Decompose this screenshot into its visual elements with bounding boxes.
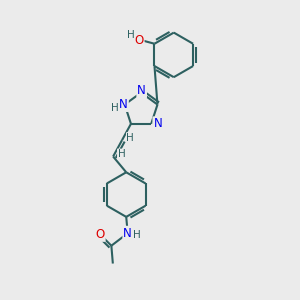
Text: H: H — [127, 133, 134, 143]
Text: N: N — [137, 84, 146, 98]
Text: H: H — [111, 103, 119, 113]
Text: O: O — [95, 228, 105, 241]
Text: H: H — [127, 30, 135, 40]
Text: H: H — [133, 230, 140, 240]
Text: O: O — [134, 34, 144, 47]
Text: N: N — [153, 117, 162, 130]
Text: N: N — [119, 98, 128, 111]
Text: H: H — [118, 149, 125, 159]
Text: N: N — [123, 227, 132, 240]
